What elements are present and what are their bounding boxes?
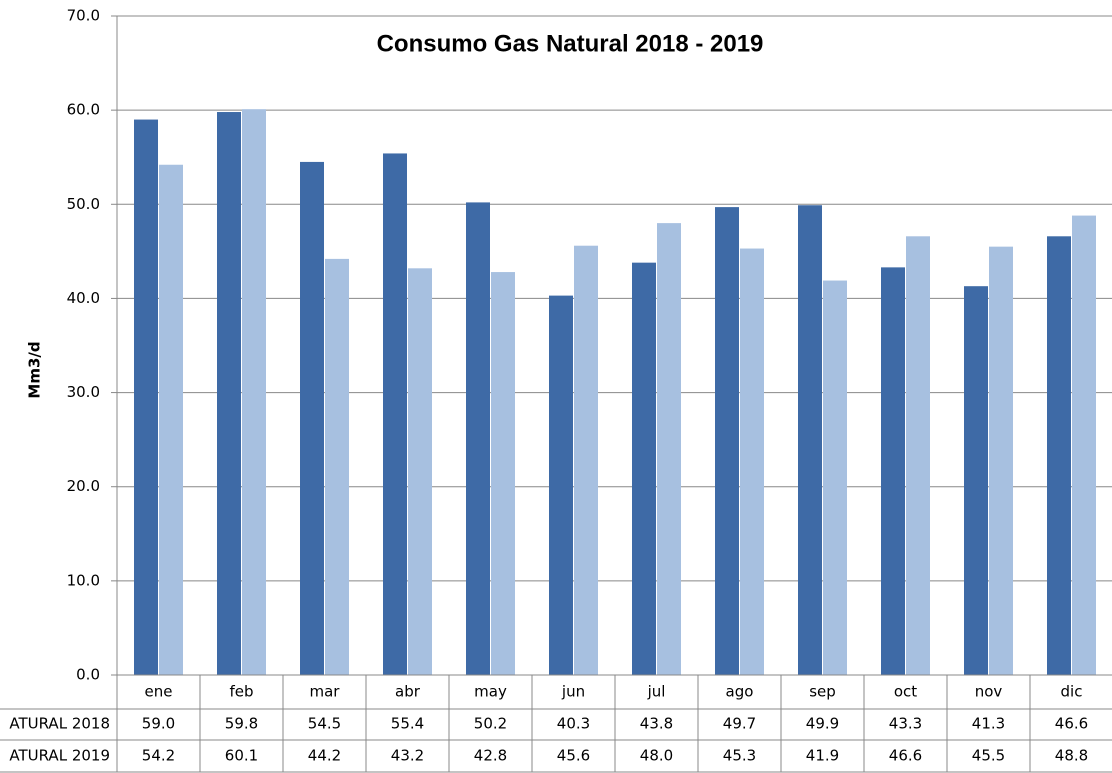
bar <box>798 205 822 675</box>
bar <box>715 207 739 676</box>
table-value: 60.1 <box>225 747 258 765</box>
bar <box>383 153 407 675</box>
bar <box>823 280 847 675</box>
bar <box>574 245 598 676</box>
table-value: 54.2 <box>142 747 175 765</box>
table-value: 45.6 <box>557 747 590 765</box>
x-tick-label: abr <box>395 683 421 701</box>
x-tick-label: ago <box>726 683 754 701</box>
y-tick-label: 0.0 <box>76 666 100 684</box>
bar <box>1047 236 1071 675</box>
bar <box>989 246 1013 675</box>
bar <box>491 272 515 675</box>
table-value: 42.8 <box>474 747 507 765</box>
table-value: 44.2 <box>308 747 341 765</box>
table-value: 49.9 <box>806 715 839 733</box>
table-value: 48.8 <box>1055 747 1088 765</box>
bar <box>657 223 681 675</box>
bar <box>134 119 158 676</box>
table-value: 43.3 <box>889 715 922 733</box>
y-tick-label: 60.0 <box>67 101 100 119</box>
bar <box>1072 215 1096 675</box>
x-tick-label: sep <box>809 683 836 701</box>
x-tick-label: nov <box>975 683 1003 701</box>
legend-label: ATURAL 2019 <box>9 747 110 765</box>
table-value: 46.6 <box>1055 715 1088 733</box>
bar <box>881 267 905 675</box>
table-value: 48.0 <box>640 747 673 765</box>
table-value: 43.8 <box>640 715 673 733</box>
bar <box>300 161 324 675</box>
bar <box>217 112 241 676</box>
bar <box>740 248 764 676</box>
bar <box>964 286 988 675</box>
bar <box>632 262 656 675</box>
table-value: 54.5 <box>308 715 341 733</box>
table-value: 40.3 <box>557 715 590 733</box>
table-value: 55.4 <box>391 715 424 733</box>
x-tick-label: may <box>474 683 507 701</box>
bar <box>466 202 490 675</box>
legend-label: ATURAL 2018 <box>9 715 110 733</box>
y-tick-label: 70.0 <box>67 7 100 25</box>
table-value: 45.5 <box>972 747 1005 765</box>
bar <box>408 268 432 675</box>
table-value: 41.3 <box>972 715 1005 733</box>
y-axis-label: Mm3/d <box>26 341 44 398</box>
table-value: 46.6 <box>889 747 922 765</box>
y-tick-label: 30.0 <box>67 383 100 401</box>
bar <box>906 236 930 675</box>
x-tick-label: jul <box>647 683 666 701</box>
y-tick-label: 50.0 <box>67 195 100 213</box>
chart-title: Consumo Gas Natural 2018 - 2019 <box>377 30 764 57</box>
bar <box>242 109 266 676</box>
table-value: 49.7 <box>723 715 756 733</box>
y-tick-label: 20.0 <box>67 477 100 495</box>
x-tick-label: jun <box>561 683 585 701</box>
y-tick-label: 40.0 <box>67 289 100 307</box>
table-value: 59.0 <box>142 715 175 733</box>
bar <box>325 258 349 675</box>
x-tick-label: ene <box>145 683 173 701</box>
bar <box>549 295 573 675</box>
bar <box>159 164 183 675</box>
table-value: 45.3 <box>723 747 756 765</box>
y-tick-label: 10.0 <box>67 571 100 589</box>
x-tick-label: oct <box>894 683 917 701</box>
x-tick-label: mar <box>310 683 341 701</box>
x-tick-label: feb <box>229 683 253 701</box>
table-value: 50.2 <box>474 715 507 733</box>
table-value: 59.8 <box>225 715 258 733</box>
x-tick-label: dic <box>1061 683 1083 701</box>
table-value: 41.9 <box>806 747 839 765</box>
table-value: 43.2 <box>391 747 424 765</box>
